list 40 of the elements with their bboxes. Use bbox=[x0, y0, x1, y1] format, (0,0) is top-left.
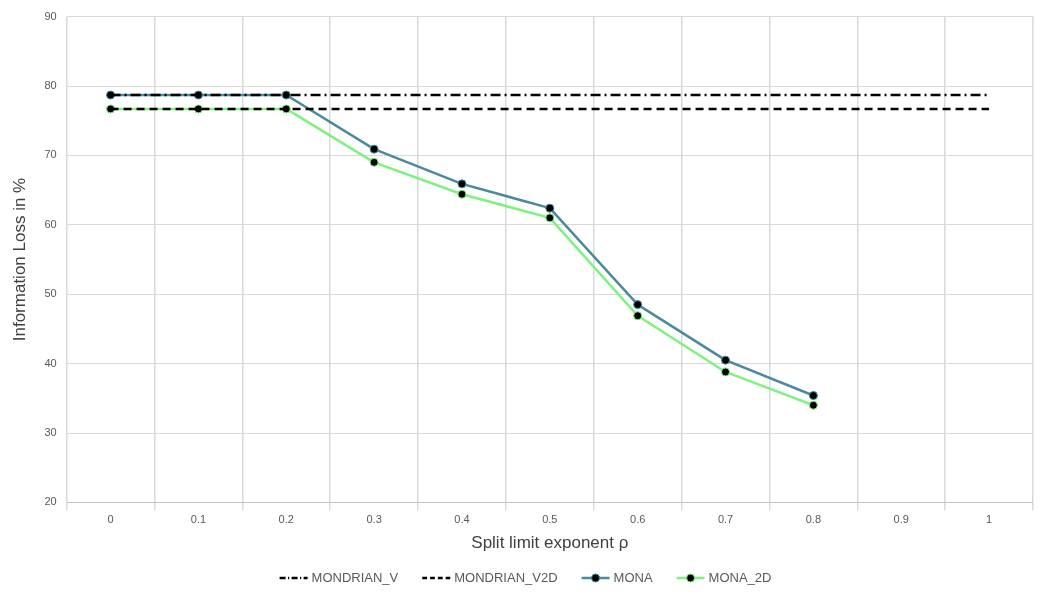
legend-label: MONA_2D bbox=[708, 569, 772, 585]
point bbox=[633, 300, 643, 310]
y-tick-label: 30 bbox=[44, 426, 57, 439]
point bbox=[808, 400, 818, 410]
x-tick-label: 1 bbox=[986, 513, 993, 526]
y-tick-label: 20 bbox=[44, 495, 57, 508]
point bbox=[721, 367, 731, 377]
legend-label: MONA bbox=[613, 569, 653, 585]
y-tick-label: 80 bbox=[44, 79, 57, 92]
x-tick-label: 0.9 bbox=[893, 513, 909, 526]
legend-label: MONDRIAN_V2D bbox=[454, 569, 558, 585]
x-tick-label: 0.1 bbox=[190, 513, 207, 526]
y-tick-label: 70 bbox=[44, 148, 57, 161]
x-tick-label: 0.7 bbox=[717, 513, 734, 526]
point bbox=[193, 104, 203, 114]
y-axis-title: Information Loss in % bbox=[9, 177, 29, 342]
point bbox=[281, 90, 291, 100]
y-tick-label: 90 bbox=[44, 9, 57, 22]
point bbox=[369, 157, 379, 167]
y-tick-label: 60 bbox=[44, 217, 57, 230]
legend-label: MONDRIAN_V bbox=[311, 569, 399, 585]
y-tick-label: 50 bbox=[44, 287, 57, 300]
point bbox=[545, 213, 555, 223]
point bbox=[457, 179, 467, 189]
x-tick-label: 0.2 bbox=[278, 513, 294, 526]
point bbox=[457, 189, 467, 199]
point bbox=[633, 311, 643, 321]
x-tick-label: 0 bbox=[107, 513, 114, 526]
x-tick-label: 0.4 bbox=[454, 513, 470, 526]
x-tick-label: 0.6 bbox=[630, 513, 646, 526]
y-tick-label: 40 bbox=[44, 356, 57, 369]
point bbox=[369, 144, 379, 154]
point bbox=[545, 203, 555, 213]
x-tick-label: 0.5 bbox=[542, 513, 558, 526]
x-axis-title: Split limit exponent ρ bbox=[471, 533, 629, 553]
point bbox=[106, 104, 116, 114]
point bbox=[808, 391, 818, 401]
x-tick-label: 0.8 bbox=[805, 513, 822, 526]
x-tick-label: 0.3 bbox=[366, 513, 382, 526]
point bbox=[721, 355, 731, 365]
